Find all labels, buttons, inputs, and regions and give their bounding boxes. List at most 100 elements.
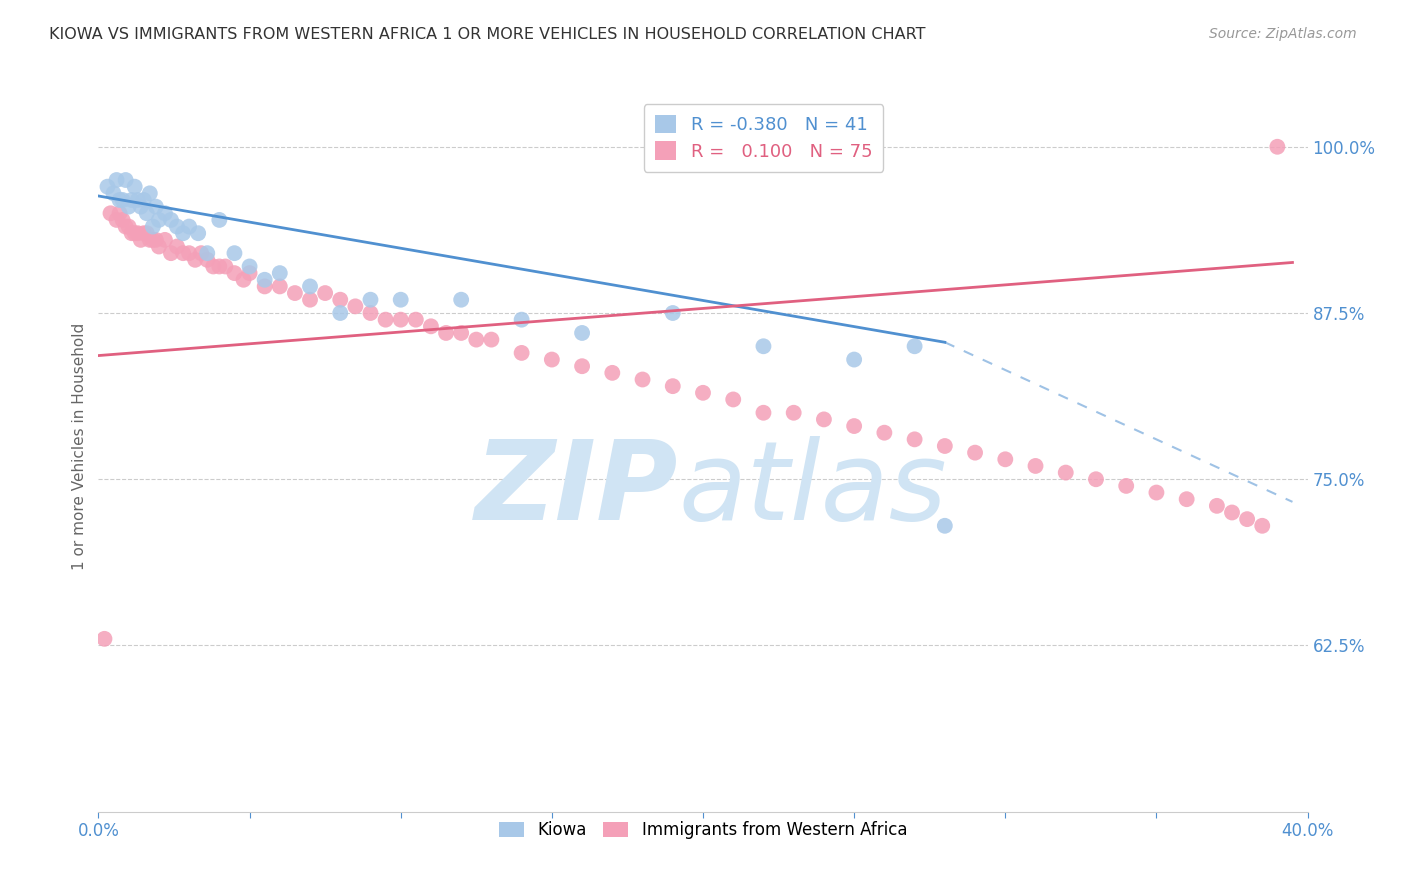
- Point: [284, 286, 307, 301]
- Point: [631, 372, 654, 386]
- Point: [360, 306, 382, 320]
- Point: [1175, 492, 1198, 507]
- Point: [314, 286, 336, 301]
- Point: [166, 239, 188, 253]
- Point: [934, 439, 956, 453]
- Point: [105, 173, 128, 187]
- Point: [132, 226, 155, 240]
- Text: Source: ZipAtlas.com: Source: ZipAtlas.com: [1209, 27, 1357, 41]
- Point: [813, 412, 835, 426]
- Point: [202, 260, 225, 274]
- Point: [111, 213, 134, 227]
- Point: [145, 233, 167, 247]
- Point: [965, 445, 987, 459]
- Point: [1206, 499, 1229, 513]
- Point: [844, 419, 866, 434]
- Point: [844, 352, 866, 367]
- Point: [179, 246, 201, 260]
- Point: [481, 333, 503, 347]
- Point: [465, 333, 488, 347]
- Point: [108, 206, 131, 220]
- Text: KIOWA VS IMMIGRANTS FROM WESTERN AFRICA 1 OR MORE VEHICLES IN HOUSEHOLD CORRELAT: KIOWA VS IMMIGRANTS FROM WESTERN AFRICA …: [49, 27, 925, 42]
- Point: [127, 193, 149, 207]
- Point: [108, 193, 131, 207]
- Point: [752, 406, 775, 420]
- Point: [723, 392, 745, 407]
- Point: [142, 219, 165, 234]
- Point: [1115, 479, 1137, 493]
- Point: [1054, 466, 1077, 480]
- Point: [450, 326, 472, 340]
- Point: [239, 260, 262, 274]
- Point: [1024, 458, 1046, 473]
- Point: [153, 206, 176, 220]
- Point: [132, 193, 155, 207]
- Point: [118, 200, 141, 214]
- Point: [389, 312, 412, 326]
- Point: [661, 306, 683, 320]
- Point: [904, 339, 927, 353]
- Point: [450, 293, 472, 307]
- Point: [1144, 485, 1167, 500]
- Point: [166, 219, 188, 234]
- Point: [135, 226, 157, 240]
- Point: [127, 226, 149, 240]
- Point: [129, 233, 152, 247]
- Point: [232, 273, 254, 287]
- Point: [510, 346, 533, 360]
- Point: [873, 425, 896, 440]
- Point: [934, 518, 956, 533]
- Point: [208, 213, 231, 227]
- Point: [195, 246, 218, 260]
- Point: [135, 206, 157, 220]
- Point: [1085, 472, 1108, 486]
- Point: [114, 219, 136, 234]
- Point: [1220, 506, 1243, 520]
- Point: [1236, 512, 1258, 526]
- Point: [121, 226, 143, 240]
- Text: ZIP: ZIP: [475, 436, 679, 543]
- Point: [129, 200, 152, 214]
- Point: [329, 293, 352, 307]
- Point: [299, 293, 322, 307]
- Legend: Kiowa, Immigrants from Western Africa: Kiowa, Immigrants from Western Africa: [491, 813, 915, 847]
- Point: [783, 406, 806, 420]
- Point: [114, 173, 136, 187]
- Point: [434, 326, 457, 340]
- Point: [148, 213, 170, 227]
- Point: [208, 260, 231, 274]
- Point: [179, 219, 201, 234]
- Point: [160, 246, 183, 260]
- Point: [602, 366, 624, 380]
- Y-axis label: 1 or more Vehicles in Household: 1 or more Vehicles in Household: [72, 322, 87, 570]
- Point: [121, 193, 143, 207]
- Point: [360, 293, 382, 307]
- Point: [571, 359, 593, 374]
- Point: [405, 312, 427, 326]
- Point: [253, 279, 276, 293]
- Point: [224, 246, 246, 260]
- Point: [118, 219, 141, 234]
- Point: [269, 266, 291, 280]
- Point: [153, 233, 176, 247]
- Point: [692, 385, 714, 400]
- Point: [93, 632, 115, 646]
- Point: [299, 279, 322, 293]
- Point: [1251, 518, 1274, 533]
- Point: [510, 312, 533, 326]
- Point: [139, 233, 162, 247]
- Point: [195, 252, 218, 267]
- Point: [571, 326, 593, 340]
- Point: [142, 233, 165, 247]
- Point: [190, 246, 212, 260]
- Point: [124, 226, 146, 240]
- Point: [105, 213, 128, 227]
- Point: [145, 200, 167, 214]
- Point: [239, 266, 262, 280]
- Point: [103, 186, 125, 201]
- Point: [994, 452, 1017, 467]
- Point: [329, 306, 352, 320]
- Point: [184, 252, 207, 267]
- Point: [269, 279, 291, 293]
- Point: [420, 319, 443, 334]
